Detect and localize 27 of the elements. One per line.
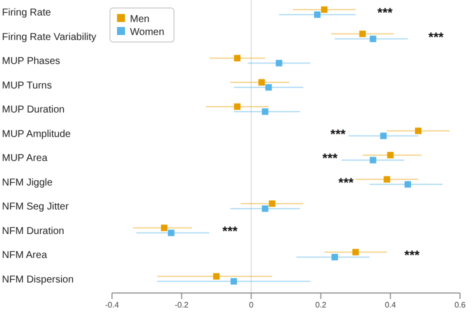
y-tick-label: Firing Rate <box>2 8 52 19</box>
y-tick-label: NFM Duration <box>2 226 64 237</box>
annotation: *** <box>322 150 339 166</box>
x-tick-label: 0.4 <box>384 300 397 310</box>
y-tick-label: NFM Dispersion <box>2 274 74 286</box>
y-tick-label: MUP Duration <box>2 104 65 116</box>
x-tick-label: 0 <box>248 300 254 310</box>
annotation: *** <box>338 174 355 190</box>
y-tick-label: NFM Seg Jitter <box>2 202 70 213</box>
y-tick-label: MUP Amplitude <box>2 128 72 140</box>
y-tick-label: NFM Jiggle <box>2 177 54 188</box>
x-tick-label: -0.2 <box>174 300 190 310</box>
annotation: *** <box>404 248 421 263</box>
annotation: *** <box>428 29 445 44</box>
y-tick-label: MUP Area <box>2 153 48 164</box>
x-tick-label: 0.2 <box>315 300 327 310</box>
y-tick-label: Firing Rate Variability <box>2 32 96 43</box>
x-tick-label: 0.6 <box>454 300 466 310</box>
annotation: *** <box>330 126 347 142</box>
y-tick-label: MUP Phases <box>2 56 60 68</box>
annotation: *** <box>377 5 394 20</box>
y-tick-label: MUP Turns <box>2 80 52 92</box>
x-tick-label: -0.4 <box>105 300 120 310</box>
y-tick-label: NFM Area <box>2 250 48 262</box>
annotation: *** <box>222 223 239 238</box>
legend-label: Women <box>130 27 164 38</box>
legend-label: Men <box>130 14 150 25</box>
